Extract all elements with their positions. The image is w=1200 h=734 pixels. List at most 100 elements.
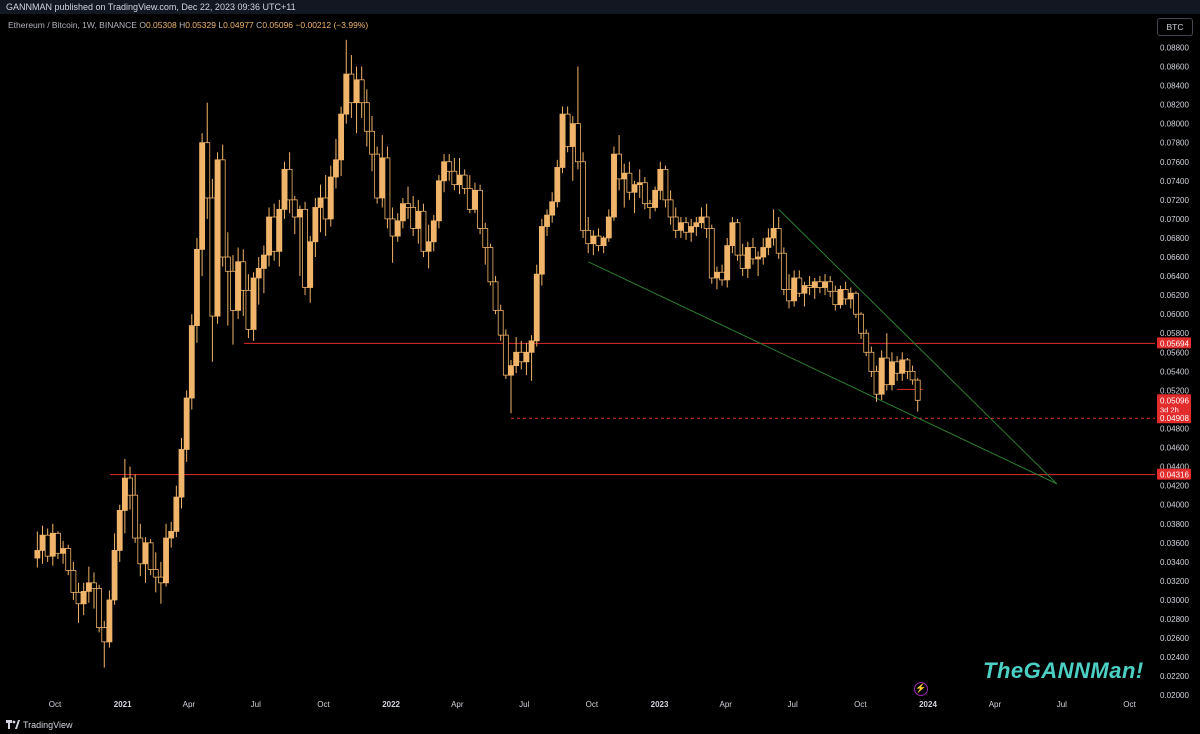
price-label-box	[1157, 337, 1191, 349]
candle-body	[132, 494, 139, 539]
candle	[245, 274, 252, 338]
candle	[626, 161, 633, 200]
candle	[214, 152, 221, 324]
candle-body	[554, 167, 561, 203]
candle-body	[605, 216, 612, 239]
x-tick-label: Oct	[854, 700, 867, 709]
candle	[909, 365, 916, 385]
candle	[394, 213, 401, 242]
candle-body	[811, 281, 818, 288]
candle-body	[652, 189, 659, 208]
y-tick-label: 0.05600	[1160, 348, 1189, 357]
candle-body	[853, 292, 859, 315]
y-tick-label: 0.07800	[1160, 139, 1189, 148]
candle	[410, 196, 417, 237]
candle	[569, 116, 576, 181]
x-tick-label: Apr	[989, 700, 1002, 709]
candle	[863, 329, 870, 357]
candle-body	[564, 113, 571, 147]
candle-body	[158, 576, 164, 584]
candle-body	[85, 582, 92, 592]
candle	[528, 335, 535, 381]
candle	[518, 340, 525, 370]
candle-body	[801, 285, 808, 294]
candle	[734, 218, 741, 261]
candle	[755, 251, 762, 277]
candle-body	[276, 208, 283, 252]
candle-body	[667, 199, 674, 218]
candle-body	[219, 159, 226, 258]
candle-body	[750, 247, 756, 260]
y-tick-label: 0.08200	[1160, 101, 1189, 110]
price-chart[interactable]: 0.08800 0.08600 0.08400 0.08200 0.08000 0.078…	[0, 14, 1200, 734]
candle-body	[837, 289, 844, 306]
y-tick-label: 0.03600	[1160, 539, 1189, 548]
candle-body	[152, 569, 159, 578]
candle	[832, 285, 839, 311]
candle	[796, 270, 803, 298]
candle	[914, 378, 921, 412]
tradingview-logo-icon[interactable]	[6, 720, 20, 729]
candle-body	[255, 268, 262, 279]
candle-body	[883, 357, 890, 386]
y-tick-label: 0.05400	[1160, 367, 1189, 376]
candle-body	[302, 208, 308, 288]
tradingview-brand[interactable]: TradingView	[23, 720, 73, 730]
price-label-text: 0.04908	[1160, 414, 1189, 423]
candle-body	[734, 222, 741, 256]
candle	[652, 186, 659, 212]
candle-body	[317, 197, 324, 208]
candle-body	[894, 361, 901, 374]
change-value: −0.00212 (−3.99%)	[295, 20, 369, 30]
candle-body	[714, 271, 720, 279]
open-label: O	[139, 20, 146, 30]
trendline	[778, 209, 1058, 485]
candle-body	[183, 397, 190, 450]
candle-body	[245, 289, 252, 330]
candle	[677, 217, 684, 238]
candle-body	[168, 530, 175, 539]
candle	[250, 272, 257, 341]
high-value: 0.05329	[185, 20, 216, 30]
candle-body	[106, 599, 113, 643]
candle	[219, 144, 226, 267]
candle-body	[585, 229, 592, 245]
x-tick-label: 2024	[919, 700, 937, 709]
candle-body	[487, 247, 494, 283]
candle	[317, 184, 324, 233]
candle	[497, 304, 504, 341]
candle	[889, 352, 895, 391]
price-axis: 0.08800 0.08600 0.08400 0.08200 0.08000 0.078…	[1160, 43, 1189, 700]
candle-body	[863, 332, 870, 353]
candle-body	[791, 277, 798, 302]
candle	[322, 175, 329, 237]
candle-body	[101, 627, 108, 643]
candle	[595, 228, 602, 252]
x-tick-label: Oct	[586, 700, 599, 709]
footer-bar: TradingView	[0, 716, 1200, 734]
candle-body	[194, 248, 200, 327]
candle-body	[693, 222, 700, 227]
candle-body	[662, 168, 669, 201]
candle	[75, 582, 82, 623]
y-tick-label: 0.05800	[1160, 329, 1189, 338]
candles	[34, 39, 921, 668]
candle	[708, 224, 715, 284]
candle-body	[508, 365, 514, 376]
currency-button[interactable]: BTC	[1157, 18, 1193, 36]
candle-body	[451, 170, 458, 186]
candle	[199, 133, 205, 277]
candle	[631, 180, 638, 214]
candle	[55, 531, 61, 560]
candle	[703, 203, 710, 238]
candle-body	[775, 228, 782, 254]
candle	[183, 390, 190, 462]
stream-icon[interactable]: ⚡	[914, 682, 928, 696]
candle-body	[250, 277, 257, 330]
candle	[307, 236, 314, 303]
candle-body	[410, 207, 417, 229]
candle	[605, 209, 612, 242]
candle	[260, 245, 267, 294]
candle	[461, 169, 468, 195]
candle-body	[466, 188, 473, 210]
